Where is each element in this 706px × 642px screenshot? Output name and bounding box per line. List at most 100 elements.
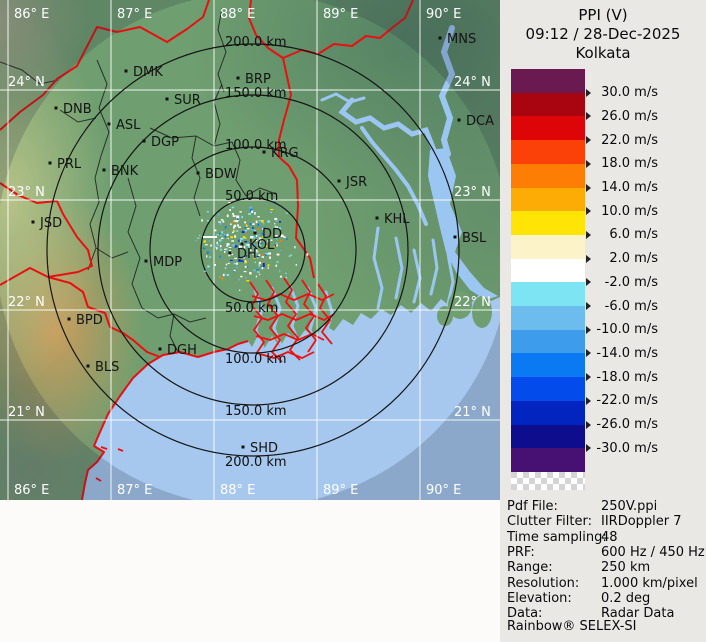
scale-label-row: -10.0 m/s <box>586 322 658 338</box>
range-ring-label-bottom: 150.0 km <box>225 404 287 419</box>
echo-pixel <box>279 249 282 252</box>
echo-pixel <box>201 219 203 222</box>
longitude-label-bottom: 90° E <box>426 483 461 498</box>
range-ring <box>46 43 460 457</box>
echo-pixel <box>226 214 229 218</box>
echo-pixel <box>276 244 278 247</box>
station-marker <box>196 171 200 175</box>
echo-pixel <box>254 212 256 215</box>
scale-value: 26.0 m/s <box>601 108 658 124</box>
station-marker <box>107 122 111 126</box>
echo-pixel <box>274 217 278 221</box>
echo-pixel <box>205 244 208 246</box>
echo-pixel <box>236 262 238 265</box>
station-label: PRL <box>57 157 82 172</box>
echo-pixel <box>241 215 243 219</box>
echo-pixel <box>261 220 264 223</box>
scale-label-row: 30.0 m/s <box>586 85 658 101</box>
echo-pixel <box>227 262 230 264</box>
echo-pixel <box>253 256 256 259</box>
out-of-range-overlay <box>0 0 500 500</box>
echo-pixel <box>217 213 220 216</box>
echo-pixel <box>233 271 235 273</box>
scale-label-row: 6.0 m/s <box>586 227 658 243</box>
metadata-label: Data: <box>507 606 543 622</box>
echo-pixel <box>225 248 228 251</box>
metadata-row: PRF: 600 Hz / 450 Hz <box>507 545 706 560</box>
echo-pixel <box>221 231 224 234</box>
ring-labels-layer: 50.0 km 50.0 km 100.0 km 100.0 km 150.0 km 15… <box>225 35 287 470</box>
metadata-row: Clutter Filter: IIRDoppler 7 <box>507 514 706 529</box>
echo-pixel <box>244 221 247 224</box>
station-label: DGP <box>151 135 179 150</box>
scale-value: -26.0 m/s <box>596 417 658 433</box>
echo-pixel <box>254 261 257 264</box>
scale-label-row: -22.0 m/s <box>586 393 658 409</box>
station-marker <box>438 36 442 40</box>
scale-tick-arrow-icon <box>586 183 591 192</box>
echo-pixel <box>220 234 222 236</box>
echo-pixel <box>245 277 247 279</box>
scale-value: -18.0 m/s <box>596 369 658 385</box>
echo-pixel <box>279 221 281 223</box>
metadata-value: Radar Data <box>601 606 675 622</box>
echo-pixel <box>197 237 200 239</box>
echo-pixel <box>219 255 221 258</box>
station-marker <box>158 347 162 351</box>
echo-pixel <box>240 237 244 240</box>
echo-pixel <box>270 239 273 241</box>
echo-pixel <box>244 241 248 243</box>
echo-pixel <box>261 256 264 258</box>
echo-pixel <box>275 219 278 222</box>
metadata-value: 48 <box>601 529 618 545</box>
state-borders <box>0 0 414 500</box>
echo-pixel <box>237 218 239 220</box>
color-scale-band <box>511 377 585 402</box>
echo-pixel <box>275 264 278 267</box>
radar-site-name: Kolkata <box>575 44 631 62</box>
echo-pixel <box>269 256 271 259</box>
echo-pixel <box>259 244 262 247</box>
latitude-label-right: 21° N <box>454 405 491 420</box>
echo-pixel <box>236 215 240 219</box>
station-label: MDP <box>153 255 182 270</box>
echo-pixel <box>255 220 258 224</box>
range-ring-label-bottom: 200.0 km <box>225 455 287 470</box>
metadata-label: Clutter Filter: <box>507 514 592 530</box>
echo-pixel <box>214 264 216 266</box>
echo-pixel <box>216 243 219 246</box>
scale-tick-arrow-icon <box>586 396 591 405</box>
graticule-layer: 86° E 86° E 87° E 87° E 88° E 88° E 89° E 89° E… <box>0 0 500 500</box>
echo-pixel <box>233 226 235 229</box>
range-ring-label-bottom: 100.0 km <box>225 352 287 367</box>
scale-tick-arrow-icon <box>586 112 591 121</box>
metadata-value: 0.2 deg <box>601 590 651 606</box>
echo-pixel <box>222 220 225 223</box>
echo-pixel <box>276 242 278 244</box>
echo-pixel <box>250 249 252 252</box>
scale-tick-arrow-icon <box>586 373 591 382</box>
echo-pixel <box>274 201 276 203</box>
scale-tick-arrow-icon <box>586 159 591 168</box>
station-label: BSL <box>462 231 487 246</box>
echo-pixel <box>278 227 281 230</box>
scale-label-row: 22.0 m/s <box>586 132 658 148</box>
color-scale-band <box>511 353 585 378</box>
echo-pixel <box>256 235 258 237</box>
echo-pixel <box>257 243 260 245</box>
echo-pixel <box>213 246 217 248</box>
echo-pixel <box>255 252 258 255</box>
echo-pixel <box>231 240 235 242</box>
station-marker <box>124 69 128 73</box>
scale-label-row: -6.0 m/s <box>586 298 658 314</box>
station-marker <box>144 259 148 263</box>
echo-pixel <box>212 249 214 252</box>
echo-pixel <box>258 264 260 267</box>
scale-tick-arrow-icon <box>586 420 591 429</box>
station-label: BPD <box>76 313 103 328</box>
longitude-label-top: 87° E <box>117 7 152 22</box>
echo-pixel <box>252 252 254 255</box>
color-scale-band <box>511 211 585 236</box>
echo-pixel <box>233 269 236 272</box>
scale-value: -30.0 m/s <box>596 440 658 456</box>
